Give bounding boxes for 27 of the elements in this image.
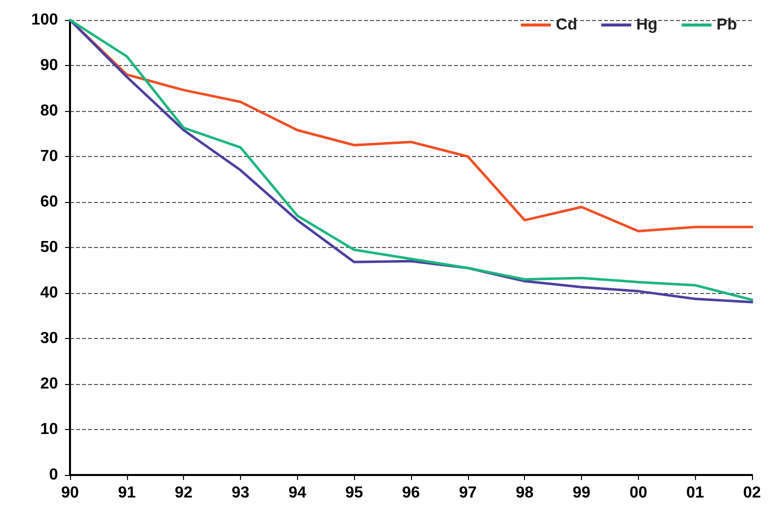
x-tick-label: 92	[174, 484, 193, 502]
legend-label: Cd	[556, 16, 578, 34]
y-tick-label: 30	[40, 330, 58, 347]
y-tick-label: 80	[40, 102, 58, 120]
y-tick-label: 0	[49, 466, 58, 484]
y-tick-label: 50	[40, 239, 58, 256]
x-tick-label: 96	[402, 484, 420, 502]
y-tick-label: 10	[40, 421, 58, 438]
x-tick-label: 90	[61, 484, 79, 502]
x-tick-label: 91	[118, 484, 136, 502]
x-tick-label: 98	[516, 484, 534, 502]
y-tick-label: 20	[40, 376, 58, 392]
legend-label: Pb	[716, 16, 738, 34]
y-tick-label: 100	[31, 12, 58, 28]
y-tick-label: 40	[40, 284, 58, 302]
x-tick-label: 97	[458, 484, 477, 502]
x-tick-label: 95	[345, 484, 364, 502]
y-tick-label: 60	[40, 194, 58, 210]
x-tick-label: 93	[232, 484, 250, 502]
x-tick-label: 00	[629, 484, 648, 502]
y-tick-label: 70	[40, 148, 58, 165]
x-tick-label: 02	[743, 484, 761, 502]
legend-label: Hg	[636, 16, 658, 34]
x-tick-label: 94	[288, 484, 306, 502]
x-tick-label: 99	[572, 484, 590, 502]
y-tick-label: 90	[40, 57, 58, 74]
x-tick-label: 01	[686, 484, 704, 502]
